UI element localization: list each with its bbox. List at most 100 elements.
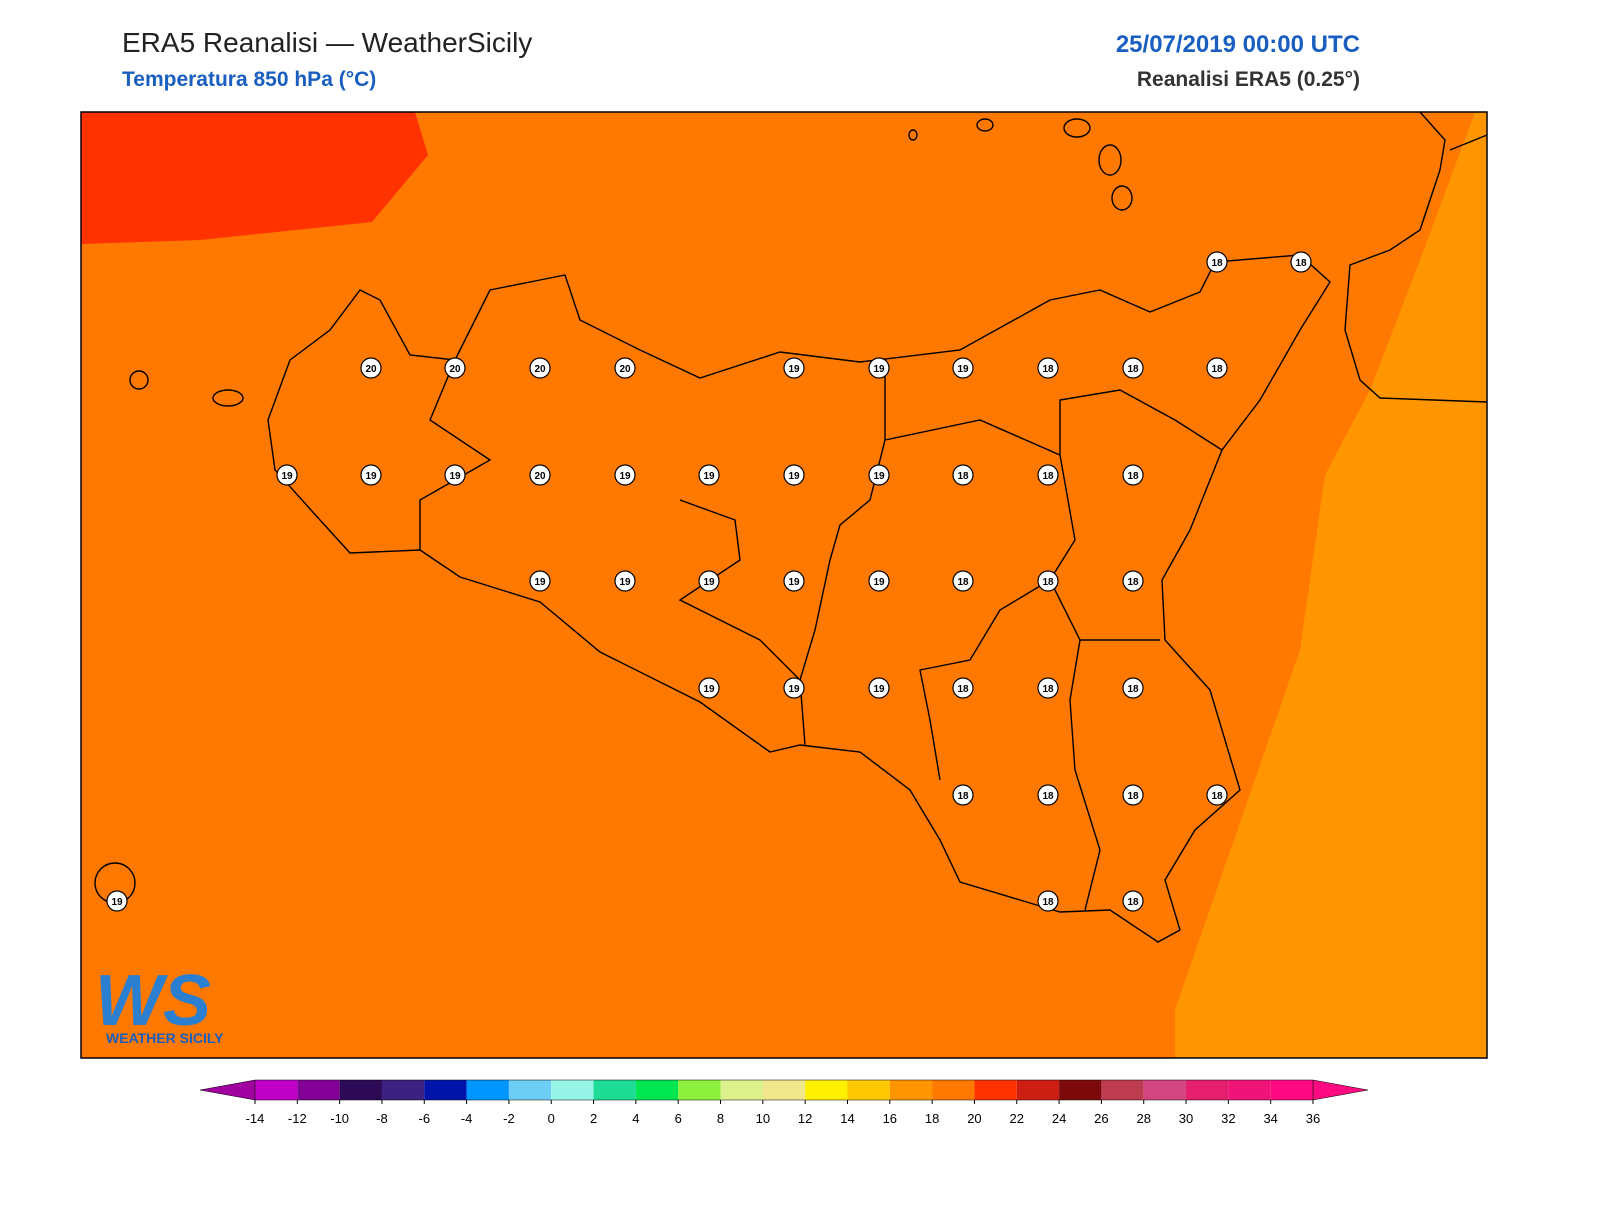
station-marker (1122, 677, 1144, 699)
colorbar-tick-label: 34 (1263, 1111, 1277, 1126)
colorbar-tick-label: -8 (376, 1111, 388, 1126)
station: 19 (868, 570, 890, 592)
station-value: 18 (1042, 364, 1054, 375)
station-value: 19 (873, 364, 885, 375)
field-band (81, 112, 428, 244)
island (212, 389, 244, 407)
station: 19 (614, 570, 636, 592)
station-value: 18 (1042, 471, 1054, 482)
station: 19 (529, 570, 551, 592)
station-value: 19 (365, 471, 377, 482)
station-value: 19 (873, 471, 885, 482)
station: 19 (360, 464, 382, 486)
map-frame (80, 111, 1488, 1059)
date: 25/07/2019 00:00 UTC (1116, 31, 1360, 58)
colorbar-bin (1016, 1080, 1060, 1100)
station-marker (952, 784, 974, 806)
colorbar-tick-label: 24 (1052, 1111, 1066, 1126)
station-marker (1037, 890, 1059, 912)
station-value: 18 (1295, 258, 1307, 269)
station-marker (529, 570, 551, 592)
colorbar-tick-label: 18 (925, 1111, 939, 1126)
colorbar-tick-label: -12 (288, 1111, 307, 1126)
subtitle: Temperatura 850 hPa (°C) (122, 68, 376, 91)
island (1098, 144, 1122, 176)
station-value: 18 (1127, 684, 1139, 695)
station-value: 19 (788, 364, 800, 375)
colorbar-tick-label: -6 (418, 1111, 430, 1126)
colorbar-tick-label: 2 (590, 1111, 597, 1126)
title: ERA5 Reanalisi — WeatherSicily (122, 27, 532, 58)
logo-text: WEATHER SICILY (106, 1030, 224, 1046)
station-value: 19 (703, 577, 715, 588)
colorbar-bin (381, 1080, 425, 1100)
station-value: 18 (1042, 791, 1054, 802)
station-value: 19 (449, 471, 461, 482)
station: 18 (1122, 784, 1144, 806)
station-marker (783, 357, 805, 379)
colorbar-under (199, 1079, 256, 1101)
station: 18 (952, 570, 974, 592)
station: 18 (1206, 784, 1228, 806)
colorbar-tick-label: 22 (1010, 1111, 1024, 1126)
station-marker (360, 357, 382, 379)
colorbar-bin (1143, 1080, 1187, 1100)
station-value: 18 (1127, 791, 1139, 802)
colorbar-bin (974, 1080, 1017, 1100)
colorbar-bin (1101, 1080, 1144, 1100)
sicily-coast (267, 254, 1331, 943)
colorbar-bin (720, 1080, 763, 1100)
station: 19 (783, 677, 805, 699)
station-marker (698, 677, 720, 699)
station-value: 18 (1042, 897, 1054, 908)
station: 19 (868, 464, 890, 486)
station-marker (1037, 464, 1059, 486)
province-line (419, 359, 1223, 911)
station-marker (1037, 357, 1059, 379)
station: 18 (1037, 890, 1059, 912)
colorbar-bin (847, 1080, 890, 1100)
colorbar-tick-label: 26 (1094, 1111, 1108, 1126)
station-value: 19 (111, 897, 123, 908)
colorbar-tick-label: 6 (675, 1111, 682, 1126)
station-marker (1037, 570, 1059, 592)
station-marker (868, 677, 890, 699)
station: 18 (952, 677, 974, 699)
station-value: 18 (1127, 897, 1139, 908)
station-marker (276, 464, 298, 486)
colorbar-bin (255, 1080, 298, 1100)
station-value: 19 (788, 577, 800, 588)
station: 19 (952, 357, 974, 379)
colorbar-tick-label: 28 (1136, 1111, 1150, 1126)
station: 18 (952, 464, 974, 486)
station: 18 (1122, 677, 1144, 699)
colorbar-tick-label: 32 (1221, 1111, 1235, 1126)
station-marker (614, 570, 636, 592)
island (908, 129, 918, 141)
colorbar-tick-label: 4 (632, 1111, 639, 1126)
station: 19 (106, 890, 128, 912)
colorbar: -14 -12 -10 -8 -6 -4 -2 0 2 4 6 8 10 12 14 16 18 20 22 24 26… (199, 1079, 1369, 1126)
station: 18 (1037, 677, 1059, 699)
station-marker (106, 890, 128, 912)
station: 19 (783, 464, 805, 486)
colorbar-bin (1270, 1080, 1313, 1100)
station-marker (444, 357, 466, 379)
station-value: 20 (534, 364, 546, 375)
station-value: 18 (957, 471, 969, 482)
station: 18 (1122, 357, 1144, 379)
station-value: 18 (1042, 684, 1054, 695)
station: 19 (444, 464, 466, 486)
station-marker (783, 464, 805, 486)
colorbar-bin (678, 1080, 721, 1100)
station-marker (1122, 464, 1144, 486)
calabria-coast (1344, 111, 1488, 403)
colorbar-bin (1228, 1080, 1271, 1100)
island (976, 118, 994, 132)
colorbar-bin (424, 1080, 467, 1100)
station: 19 (276, 464, 298, 486)
colorbar-bin (297, 1080, 340, 1100)
coastlines (94, 111, 1488, 943)
station-value: 19 (703, 684, 715, 695)
